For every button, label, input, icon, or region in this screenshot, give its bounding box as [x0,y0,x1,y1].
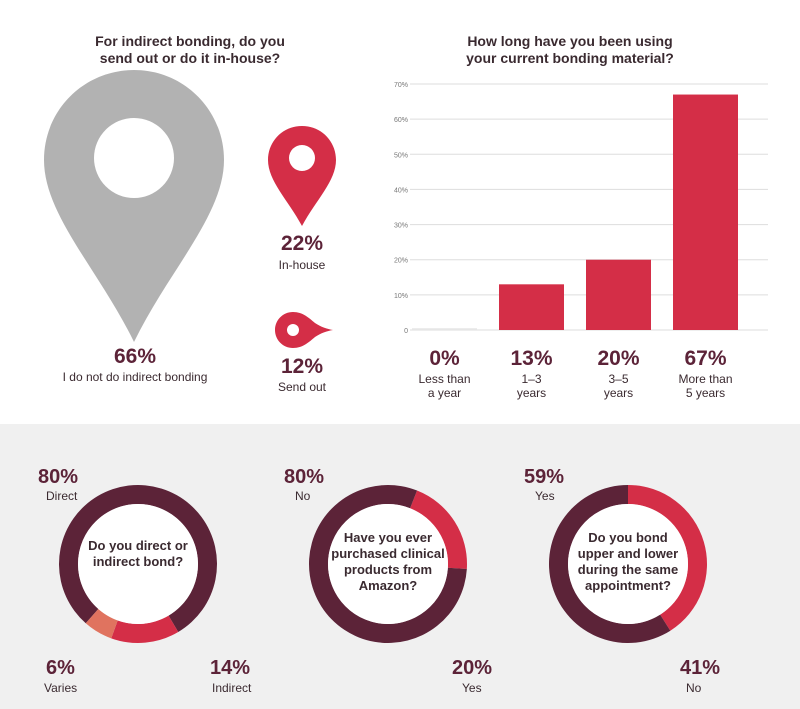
donut-slice [85,609,118,639]
pin-3-pct: 12% [280,355,324,378]
donut-hole [78,504,198,624]
y-tick-label: 60% [394,117,408,124]
donut-2-no-label: No [295,489,311,503]
pin-1-label: I do not do indirect bonding [62,370,208,384]
donut-chart-1: Do you direct or indirect bond? [58,484,218,644]
donut-2-yes-pct: 20% [452,657,493,679]
bar [499,284,564,330]
x-tick-label: Less than a year [418,372,470,400]
location-pin-icon-small [275,312,333,348]
bar-value-label: 13% [510,347,552,370]
donut-chart-2: Have you ever purchased clinical product… [308,484,468,644]
location-pin-icon-medium [268,126,336,226]
bar [412,328,477,330]
pins-title: For indirect bonding, do you send out or… [95,33,285,66]
y-tick-label: 30% [394,223,408,230]
pin-large-shape [44,70,224,342]
donut-3-no-pct: 41% [680,657,721,679]
donut-slice [628,485,707,631]
donut-3-yes-label: Yes [535,489,555,503]
pin-1-pct: 66% [113,345,157,368]
pin-2-label: In-house [278,258,326,272]
donut-2-no-pct: 80% [284,466,325,488]
donut-1-direct-label: Direct [46,489,78,503]
donut-slice [410,490,467,569]
pin-3-label: Send out [277,380,327,394]
x-tick-label: More than 5 years [678,372,732,400]
donut-1-question: Do you direct or indirect bond? [88,538,188,569]
bar-chart-title: How long have you been using your curren… [466,33,674,66]
donut-chart-3: Do you bond upper and lower during the s… [548,484,708,644]
bar [673,94,738,331]
donut-1-indirect-label: Indirect [212,681,252,695]
donut-3-no-label: No [686,681,702,695]
donut-2-question: Have you ever purchased clinical product… [331,530,445,593]
bar-value-label: 0% [429,347,460,370]
y-tick-label: 50% [394,152,408,159]
donut-1-indirect-pct: 14% [210,657,251,679]
y-tick-label: 70% [394,82,408,89]
pin-2-pct: 22% [280,232,324,255]
donut-slice [549,485,671,643]
y-tick-label: 0 [404,328,408,335]
donut-1-direct-pct: 80% [38,466,79,488]
donut-2-yes-label: Yes [462,681,482,695]
donut-1-varies-label: Varies [44,681,78,695]
y-tick-label: 40% [394,187,408,194]
donut-3-question: Do you bond upper and lower during the s… [577,530,679,593]
donut-slice [111,615,179,643]
donut-hole [568,504,688,624]
pin-small-hole [287,324,299,336]
bar [586,259,651,330]
location-pin-icon-large [44,70,224,342]
pin-medium-shape [268,126,336,226]
bar-value-label: 67% [684,347,726,370]
y-tick-label: 10% [394,293,408,300]
donut-1-varies-pct: 6% [46,657,75,679]
donut-hole [328,504,448,624]
pin-small-shape [275,312,333,348]
pin-medium-hole [289,145,315,171]
pin-large-hole [94,118,174,198]
bar-chart: 0 10% 20% 30% 40% 50% 60% 70% 0%Less than a year 1… [394,82,768,400]
x-tick-label: 3–5 years [604,372,633,400]
y-tick-label: 20% [394,258,408,265]
donut-3-yes-pct: 59% [524,466,565,488]
x-tick-label: 1–3 years [517,372,546,400]
bar-value-label: 20% [597,347,639,370]
